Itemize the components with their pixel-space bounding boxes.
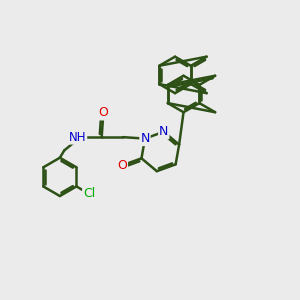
Text: N: N (159, 125, 169, 138)
Text: O: O (117, 159, 127, 172)
Text: N: N (140, 132, 150, 145)
Text: Cl: Cl (83, 187, 95, 200)
Text: O: O (98, 106, 108, 119)
Text: NH: NH (69, 130, 86, 144)
